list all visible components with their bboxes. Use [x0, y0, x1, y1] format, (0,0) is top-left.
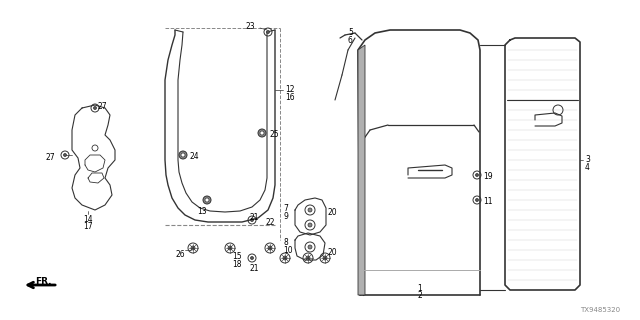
Text: 21: 21 [250, 264, 259, 273]
Text: 27: 27 [98, 102, 108, 111]
Circle shape [308, 245, 312, 249]
Circle shape [476, 198, 479, 202]
Text: 7: 7 [283, 204, 288, 213]
Text: 20: 20 [328, 208, 338, 217]
Circle shape [283, 256, 287, 260]
Text: 21: 21 [250, 213, 259, 222]
Circle shape [93, 107, 97, 109]
Circle shape [308, 208, 312, 212]
Circle shape [306, 256, 310, 260]
Circle shape [250, 219, 253, 221]
Text: 9: 9 [283, 212, 288, 221]
Circle shape [323, 256, 327, 260]
Text: 12: 12 [285, 85, 294, 94]
Circle shape [308, 223, 312, 227]
Circle shape [250, 257, 253, 260]
Circle shape [203, 196, 211, 204]
Text: 24: 24 [190, 152, 200, 161]
Text: FR.: FR. [35, 277, 52, 286]
Circle shape [63, 154, 67, 156]
Text: 3: 3 [585, 155, 590, 164]
Circle shape [268, 246, 272, 250]
Circle shape [191, 246, 195, 250]
Text: 8: 8 [283, 238, 288, 247]
Polygon shape [358, 45, 365, 295]
Text: 14: 14 [83, 215, 93, 224]
Circle shape [181, 153, 185, 157]
Circle shape [228, 246, 232, 250]
Text: 25: 25 [270, 130, 280, 139]
Text: 5: 5 [348, 28, 353, 37]
Circle shape [205, 198, 209, 202]
Text: 22: 22 [265, 218, 275, 227]
Text: 17: 17 [83, 222, 93, 231]
Text: 19: 19 [483, 172, 493, 181]
Text: 15: 15 [232, 252, 242, 261]
Text: 11: 11 [483, 197, 493, 206]
Circle shape [179, 151, 187, 159]
Text: 6: 6 [348, 36, 353, 45]
Circle shape [476, 173, 479, 177]
Text: 13: 13 [197, 207, 207, 216]
Text: 23: 23 [245, 22, 255, 31]
Text: 1: 1 [418, 284, 422, 293]
Text: TX9485320: TX9485320 [580, 307, 620, 313]
Text: 18: 18 [232, 260, 241, 269]
Text: 26: 26 [175, 250, 184, 259]
Text: 16: 16 [285, 93, 294, 102]
Text: 10: 10 [283, 246, 292, 255]
Text: 2: 2 [418, 291, 422, 300]
Circle shape [266, 30, 269, 34]
Text: 27: 27 [45, 153, 54, 162]
Circle shape [260, 131, 264, 135]
Circle shape [258, 129, 266, 137]
Text: 4: 4 [585, 163, 590, 172]
Text: 20: 20 [328, 248, 338, 257]
